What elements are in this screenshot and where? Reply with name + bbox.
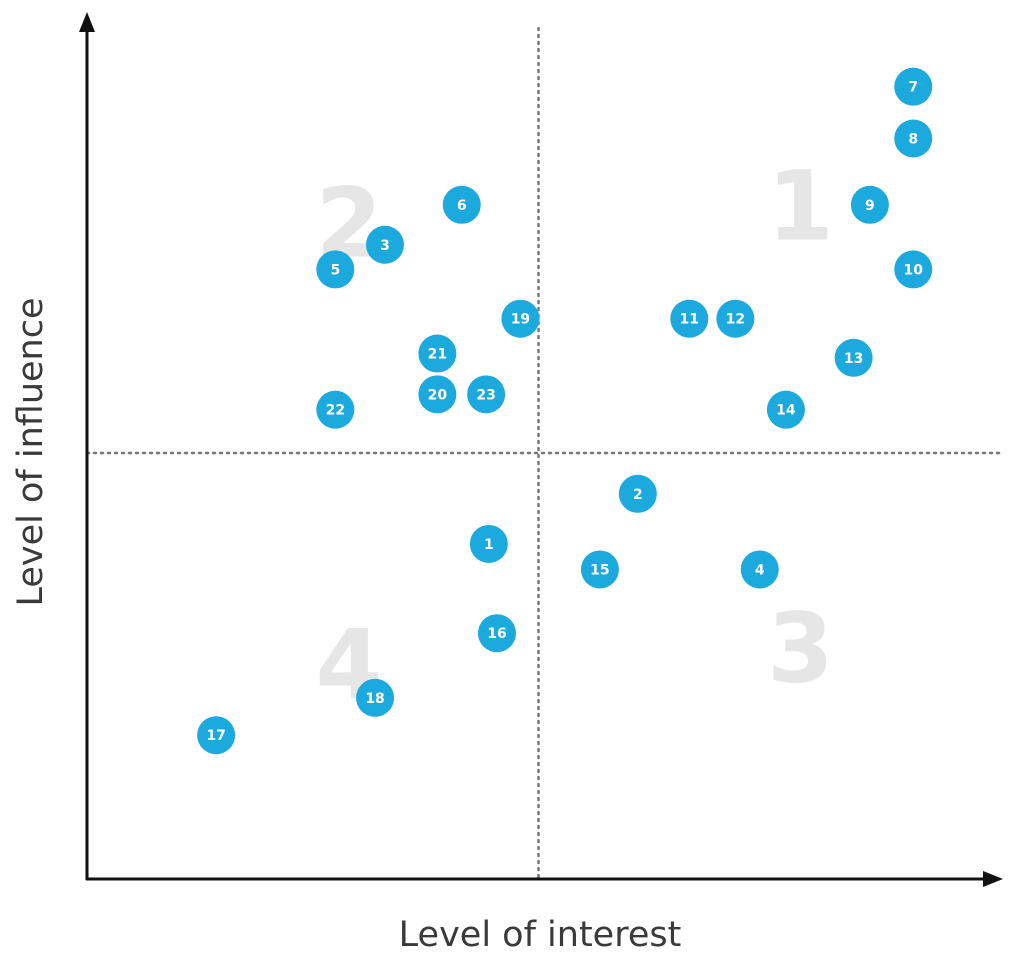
data-point-marker xyxy=(467,375,506,414)
data-point: 14 xyxy=(766,390,805,429)
data-point-marker xyxy=(618,474,657,513)
data-point-marker xyxy=(418,334,457,373)
data-point-marker xyxy=(469,524,508,563)
data-point-label: 13 xyxy=(844,351,863,367)
quadrant-labels: 124 3 xyxy=(315,151,833,722)
data-point-marker xyxy=(316,390,355,429)
data-point-label: 9 xyxy=(865,198,875,214)
data-point: 9 xyxy=(850,185,889,224)
data-point-label: 11 xyxy=(680,312,699,328)
data-point-marker xyxy=(670,299,709,338)
data-point: 20 xyxy=(418,375,457,414)
data-point: 18 xyxy=(356,678,395,717)
data-point-marker xyxy=(716,299,755,338)
quadrant-label-3: 3 xyxy=(767,593,834,705)
data-point: 15 xyxy=(580,550,619,589)
data-point: 3 xyxy=(365,225,404,264)
data-point: 11 xyxy=(670,299,709,338)
data-point: 10 xyxy=(894,250,933,289)
data-point: 16 xyxy=(477,614,516,653)
data-point-label: 22 xyxy=(326,403,345,419)
data-point-label: 2 xyxy=(633,487,643,503)
data-point: 1 xyxy=(469,524,508,563)
data-point-marker xyxy=(580,550,619,589)
data-point: 6 xyxy=(442,185,481,224)
quadrant-dividers xyxy=(85,26,1004,880)
data-point-marker xyxy=(197,716,236,755)
data-point-label: 19 xyxy=(511,312,530,328)
data-point-label: 5 xyxy=(330,262,340,278)
x-axis-title: Level of interest xyxy=(399,915,682,955)
data-point-marker xyxy=(477,614,516,653)
data-point-label: 6 xyxy=(457,198,467,214)
data-point: 21 xyxy=(418,334,457,373)
data-point-marker xyxy=(316,250,355,289)
data-point-label: 18 xyxy=(365,691,384,707)
data-point-label: 20 xyxy=(428,387,448,403)
quadrant-label-1: 1 xyxy=(767,151,834,263)
data-point: 19 xyxy=(501,299,540,338)
data-point-label: 12 xyxy=(726,312,745,328)
data-point-label: 14 xyxy=(776,403,796,419)
data-point-marker xyxy=(442,185,481,224)
data-point-label: 4 xyxy=(755,562,765,578)
y-axis-title: Level of influence xyxy=(11,297,51,606)
data-point-marker xyxy=(894,250,933,289)
data-point-marker xyxy=(894,67,933,106)
y-axis-arrow-icon xyxy=(79,12,95,32)
data-point-label: 7 xyxy=(908,80,918,96)
data-point-marker xyxy=(418,375,457,414)
data-point-label: 10 xyxy=(904,262,924,278)
data-point: 2 xyxy=(618,474,657,513)
data-point: 17 xyxy=(197,716,236,755)
data-point-marker xyxy=(766,390,805,429)
data-point: 13 xyxy=(834,338,873,377)
data-point-marker xyxy=(834,338,873,377)
data-point: 5 xyxy=(316,250,355,289)
data-point: 12 xyxy=(716,299,755,338)
data-point-marker xyxy=(740,550,779,589)
axes xyxy=(79,12,1003,887)
data-point: 22 xyxy=(316,390,355,429)
data-point: 7 xyxy=(894,67,933,106)
data-point-marker xyxy=(894,119,933,158)
x-axis-arrow-icon xyxy=(983,871,1003,887)
data-point: 8 xyxy=(894,119,933,158)
data-point: 23 xyxy=(467,375,506,414)
data-point-label: 17 xyxy=(206,728,225,744)
data-point-label: 1 xyxy=(484,537,494,553)
data-point-label: 8 xyxy=(908,132,918,148)
data-point-label: 3 xyxy=(380,238,390,254)
data-point-label: 21 xyxy=(428,347,447,363)
data-point-marker xyxy=(501,299,540,338)
data-point-label: 16 xyxy=(487,626,506,642)
data-point-marker xyxy=(356,678,395,717)
data-point-label: 23 xyxy=(476,387,495,403)
data-point-label: 15 xyxy=(590,562,609,578)
data-point-marker xyxy=(365,225,404,264)
data-point-marker xyxy=(850,185,889,224)
data-point: 4 xyxy=(740,550,779,589)
